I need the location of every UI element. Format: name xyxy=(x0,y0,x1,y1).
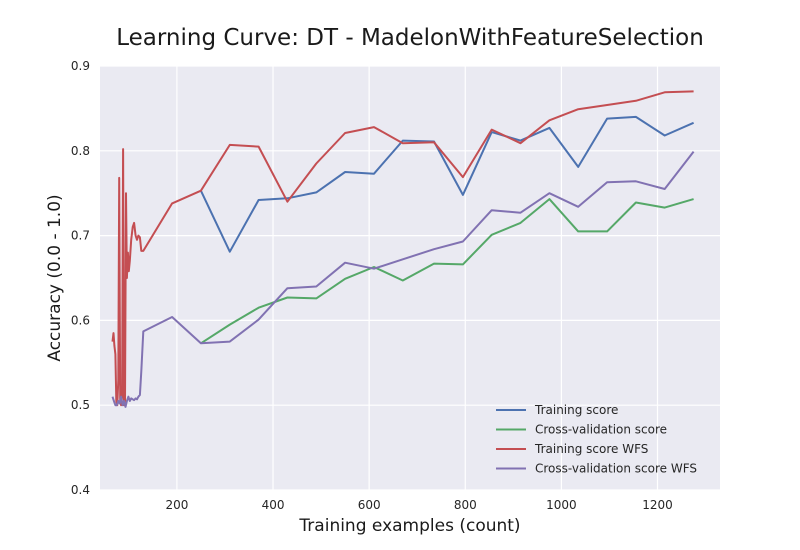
y-tick-label: 0.9 xyxy=(71,59,90,73)
legend-label: Training score WFS xyxy=(534,442,648,456)
x-tick-label: 200 xyxy=(165,498,188,512)
y-axis-ticks: 0.4 0.5 0.6 0.7 0.8 0.9 xyxy=(71,59,90,497)
legend: Training score Cross-validation score Trai… xyxy=(496,403,697,476)
x-tick-label: 1000 xyxy=(546,498,577,512)
x-tick-label: 600 xyxy=(358,498,381,512)
y-tick-label: 0.5 xyxy=(71,398,90,412)
series-line-0 xyxy=(199,115,695,253)
y-tick-label: 0.7 xyxy=(71,229,90,243)
series-lines xyxy=(111,90,695,408)
plot-area xyxy=(100,66,720,490)
x-axis-label: Training examples (count) xyxy=(298,516,520,536)
y-tick-label: 0.4 xyxy=(71,483,90,497)
y-axis-label: Accuracy (0.0 - 1.0) xyxy=(45,194,65,361)
series-line-1 xyxy=(200,198,694,345)
chart-title: Learning Curve: DT - MadelonWithFeatureS… xyxy=(116,25,704,51)
x-tick-label: 1200 xyxy=(642,498,673,512)
legend-label: Cross-validation score xyxy=(535,423,667,437)
legend-label: Cross-validation score WFS xyxy=(535,462,697,476)
y-tick-label: 0.6 xyxy=(71,313,90,327)
legend-label: Training score xyxy=(534,403,618,417)
x-axis-ticks: 200 400 600 800 1000 1200 xyxy=(165,498,672,512)
x-tick-label: 400 xyxy=(262,498,285,512)
x-tick-label: 800 xyxy=(454,498,477,512)
grid xyxy=(100,65,720,491)
series-line-2 xyxy=(111,90,694,407)
y-tick-label: 0.8 xyxy=(71,144,90,158)
series-line-3 xyxy=(111,150,695,408)
